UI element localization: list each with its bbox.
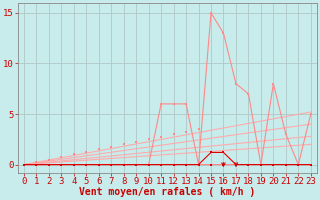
X-axis label: Vent moyen/en rafales ( km/h ): Vent moyen/en rafales ( km/h ) (79, 187, 255, 197)
